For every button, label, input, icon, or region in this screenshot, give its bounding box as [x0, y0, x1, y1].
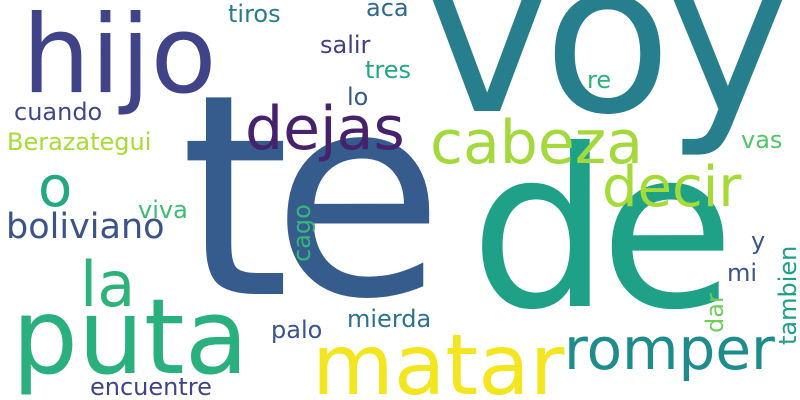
word-tambien: tambien	[774, 245, 800, 345]
word-mi: mi	[727, 259, 758, 287]
word-mierda: mierda	[347, 305, 432, 333]
word-romper: romper	[564, 315, 775, 383]
word-de: de	[470, 102, 735, 358]
word-cago: cago	[288, 204, 316, 262]
word-encuentre: encuentre	[90, 373, 212, 400]
word-hijo: hijo	[22, 0, 217, 118]
word-re: re	[587, 66, 612, 94]
word-dar: dar	[701, 293, 729, 333]
word-o: o	[38, 155, 73, 220]
word-viva: viva	[138, 196, 188, 224]
word-decir: decir	[602, 155, 742, 220]
word-matar: matar	[312, 316, 565, 400]
word-berazategui: Berazategui	[7, 128, 152, 156]
word-tres: tres	[365, 56, 412, 84]
word-palo: palo	[271, 316, 323, 344]
word-cabeza: cabeza	[430, 108, 644, 178]
word-voy: voy	[425, 0, 790, 161]
word-te: te	[180, 35, 444, 361]
word-lo: lo	[347, 83, 369, 111]
word-cuando: cuando	[14, 98, 103, 126]
word-tiros: tiros	[228, 0, 281, 28]
word-y: y	[751, 227, 766, 255]
word-vas: vas	[741, 126, 783, 154]
word-aca: aca	[366, 0, 409, 22]
word-dejas: dejas	[245, 94, 405, 164]
word-salir: salir	[320, 31, 371, 59]
word-la: la	[80, 248, 136, 321]
word-puta: puta	[12, 276, 249, 398]
word-boliviano: boliviano	[6, 207, 165, 247]
